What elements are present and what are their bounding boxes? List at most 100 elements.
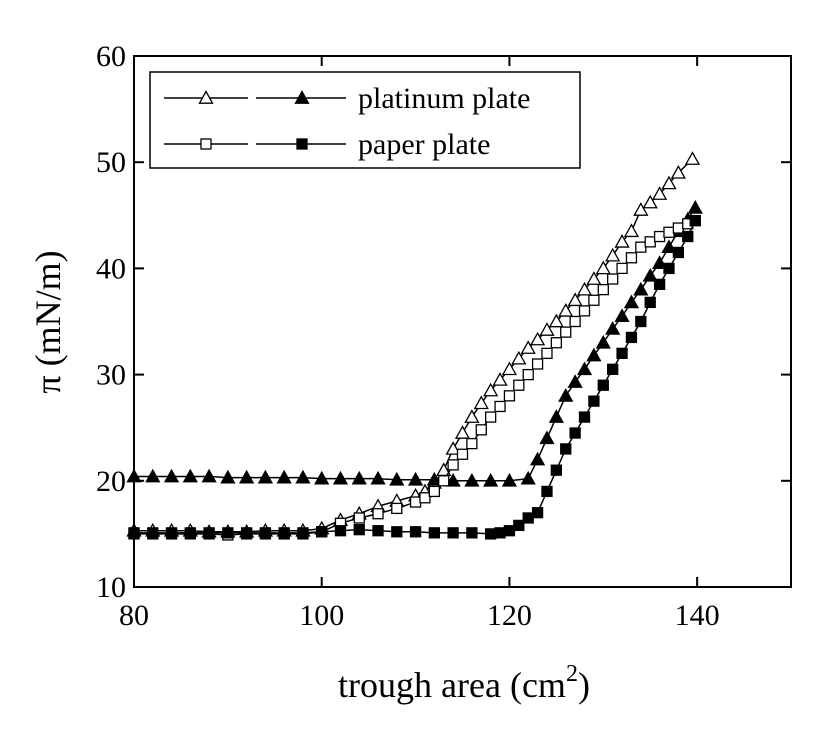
data-point (558, 303, 574, 317)
data-point (501, 361, 518, 376)
data-point (372, 525, 384, 537)
data-point (588, 294, 600, 306)
data-point (578, 411, 591, 423)
x-tick-label: 100 (299, 599, 344, 632)
data-point (567, 292, 583, 307)
data-point (614, 234, 630, 248)
data-point (391, 526, 403, 538)
data-point (184, 527, 196, 539)
y-tick-label: 60 (96, 40, 126, 73)
data-point (485, 528, 497, 540)
data-point (653, 230, 666, 243)
data-point (485, 411, 497, 423)
legend-marker (294, 90, 310, 104)
data-point (607, 363, 619, 375)
data-point (672, 246, 685, 259)
y-tick-label: 50 (96, 146, 126, 179)
data-point (651, 186, 668, 200)
data-point (419, 492, 431, 504)
data-point (428, 527, 440, 539)
data-point (616, 347, 628, 360)
data-point (407, 471, 424, 486)
data-point (522, 368, 534, 381)
data-point (389, 471, 405, 486)
data-point (569, 427, 581, 439)
data-point (531, 507, 544, 519)
data-point (464, 409, 480, 423)
data-point (635, 241, 647, 253)
data-point (595, 260, 611, 275)
data-point (464, 472, 480, 487)
data-point (391, 502, 403, 515)
data-point (651, 255, 668, 269)
data-point (576, 281, 593, 296)
data-point (501, 472, 518, 487)
data-point (520, 470, 536, 485)
data-point (257, 469, 274, 484)
data-point (644, 296, 656, 309)
data-point (147, 527, 159, 539)
data-point (539, 322, 555, 336)
data-point (370, 470, 386, 485)
legend-label: paper plate (358, 128, 490, 161)
data-point (661, 175, 677, 190)
data-point (438, 475, 450, 487)
data-point (548, 313, 564, 328)
data-point (682, 230, 694, 243)
data-point (616, 262, 628, 275)
x-label-end: ) (578, 665, 590, 705)
data-point (513, 379, 525, 391)
data-point (483, 382, 499, 397)
data-point (597, 379, 609, 391)
x-tick-label: 120 (487, 599, 532, 632)
data-point (661, 239, 677, 254)
series-line (134, 207, 696, 482)
data-point (372, 508, 384, 520)
data-point (633, 202, 649, 216)
data-point (456, 448, 469, 460)
data-point (428, 485, 440, 498)
data-point (276, 469, 292, 484)
data-point (614, 308, 630, 323)
data-point (529, 451, 546, 466)
data-point (334, 525, 347, 537)
data-point (663, 262, 675, 275)
data-point (586, 271, 602, 285)
data-point (447, 459, 459, 471)
data-point (239, 469, 255, 484)
data-point (541, 347, 553, 360)
data-point (409, 526, 422, 538)
data-point (295, 469, 311, 484)
data-point (511, 350, 527, 365)
data-point (520, 340, 536, 354)
data-point (550, 464, 563, 476)
x-tick-label: 80 (119, 599, 149, 632)
data-point (550, 337, 563, 349)
data-point (165, 527, 178, 539)
data-point (623, 294, 640, 309)
data-point (483, 472, 499, 487)
legend: platinum plate paper plate (149, 71, 581, 169)
legend-box (149, 71, 581, 169)
data-point (503, 525, 516, 537)
data-point (203, 527, 215, 539)
data-point (332, 470, 349, 485)
data-point (539, 430, 555, 445)
data-point (558, 388, 574, 402)
data-point (567, 374, 583, 388)
data-point (625, 252, 638, 264)
data-point (220, 469, 236, 484)
data-point (576, 361, 593, 376)
legend-marker (296, 138, 308, 150)
data-point (560, 443, 572, 455)
data-point (605, 247, 621, 262)
data-point (623, 223, 640, 238)
data-point (447, 527, 459, 539)
data-point (633, 281, 649, 296)
y-tick-label: 20 (96, 465, 126, 498)
data-point (473, 395, 489, 410)
legend-label: platinum plate (358, 82, 530, 115)
data-point (316, 526, 328, 538)
data-point (642, 194, 658, 209)
